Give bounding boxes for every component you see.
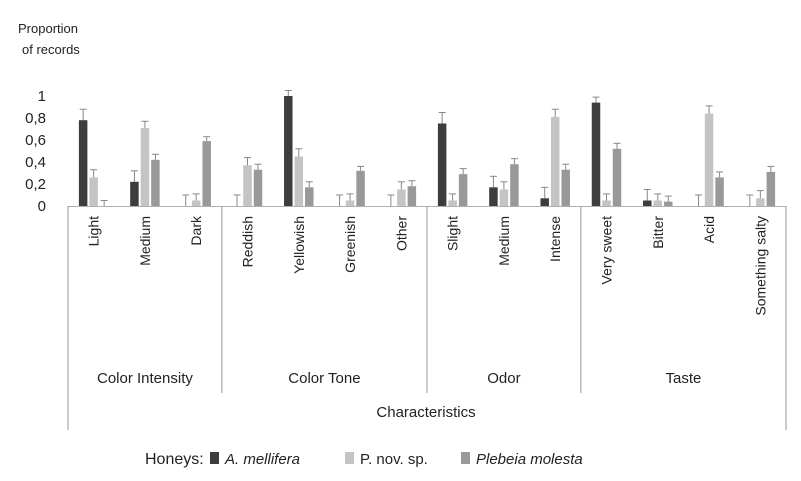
- category-label: Acid: [701, 216, 717, 243]
- bar: [499, 189, 509, 206]
- bar: [448, 200, 457, 206]
- bar: [664, 201, 673, 206]
- bar: [284, 96, 293, 206]
- y-tick-label: 0,6: [25, 132, 46, 149]
- bar: [78, 120, 88, 206]
- bar: [407, 186, 417, 206]
- bar: [550, 116, 560, 206]
- bar: [756, 198, 765, 206]
- bar: [766, 171, 776, 206]
- category-label: Something salty: [752, 216, 768, 316]
- legend-title: Honeys:: [145, 451, 204, 468]
- category-label: Yellowish: [291, 216, 307, 274]
- category-label: Very sweet: [599, 216, 615, 285]
- legend-swatch: [210, 452, 219, 464]
- y-tick-label: 0,2: [25, 176, 46, 193]
- y-axis-label-line2: of records: [22, 42, 80, 57]
- x-axis: Light Medium Dark Reddish Yellowish Greenish O…: [67, 206, 787, 430]
- bar: [89, 177, 98, 206]
- bar: [437, 123, 447, 206]
- bar: [397, 189, 406, 206]
- y-tick-label: 0,8: [25, 110, 46, 127]
- legend: Honeys: A. mellifera P. nov. sp. Plebeia mo…: [145, 451, 583, 468]
- bar: [356, 170, 365, 206]
- category-label: Light: [86, 216, 102, 246]
- category-label: Bitter: [650, 216, 666, 249]
- bar: [243, 165, 252, 206]
- bar: [510, 164, 519, 206]
- bar: [602, 200, 611, 206]
- bars-layer: [78, 90, 776, 206]
- bar: [191, 200, 201, 206]
- bar: [151, 159, 160, 206]
- bar: [591, 102, 601, 206]
- bar: [715, 177, 724, 206]
- category-label: Other: [393, 216, 409, 251]
- bar: [653, 200, 663, 206]
- bar: [643, 200, 652, 206]
- group-label: Odor: [487, 370, 520, 387]
- bar: [294, 156, 304, 206]
- category-label: Reddish: [240, 216, 256, 267]
- legend-label: P. nov. sp.: [360, 451, 428, 468]
- bar: [561, 169, 570, 206]
- bar: [130, 181, 139, 206]
- y-tick-label: 1: [38, 88, 46, 105]
- bar: [253, 169, 263, 206]
- bar: [704, 113, 714, 206]
- category-label: Medium: [137, 216, 153, 266]
- category-label: Medium: [496, 216, 512, 266]
- legend-label: Plebeia molesta: [476, 451, 583, 468]
- bar: [305, 187, 314, 206]
- y-tick-label: 0,4: [25, 154, 46, 171]
- bar: [540, 198, 549, 206]
- legend-label: A. mellifera: [224, 451, 300, 468]
- bar: [345, 200, 355, 206]
- category-label: Intense: [547, 216, 563, 262]
- group-label: Color Intensity: [97, 370, 193, 387]
- legend-swatch: [345, 452, 354, 464]
- bar: [458, 174, 468, 206]
- category-label: Greenish: [342, 216, 358, 273]
- category-label: Slight: [445, 216, 461, 251]
- bar: [612, 148, 622, 206]
- group-label: Taste: [665, 370, 701, 387]
- bar: [140, 127, 150, 206]
- bar: [202, 141, 211, 206]
- y-axis-label-line1: Proportion: [18, 21, 78, 36]
- category-label: Dark: [188, 215, 204, 246]
- x-axis-title: Characteristics: [376, 404, 475, 421]
- y-tick-label: 0: [38, 198, 46, 215]
- group-label: Color Tone: [288, 370, 360, 387]
- bar: [489, 187, 498, 206]
- y-axis: 0 0,2 0,4 0,6 0,8 1: [25, 88, 46, 215]
- legend-swatch: [461, 452, 470, 464]
